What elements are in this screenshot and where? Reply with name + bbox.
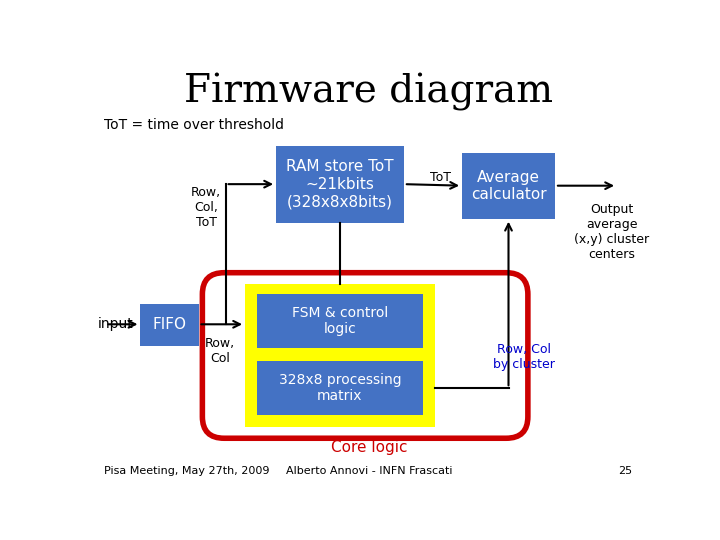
Text: FIFO: FIFO	[153, 317, 186, 332]
Text: ToT: ToT	[430, 172, 451, 185]
Text: Row, Col
by cluster: Row, Col by cluster	[493, 343, 555, 372]
Text: 328x8 processing
matrix: 328x8 processing matrix	[279, 373, 401, 403]
Text: Firmware diagram: Firmware diagram	[184, 73, 554, 111]
Text: RAM store ToT
~21kbits
(328x8x8bits): RAM store ToT ~21kbits (328x8x8bits)	[286, 159, 394, 209]
Text: 25: 25	[618, 467, 632, 476]
Text: input: input	[98, 318, 133, 332]
Bar	[256, 294, 423, 348]
Bar	[256, 361, 423, 415]
Text: FSM & control
logic: FSM & control logic	[292, 306, 388, 336]
Bar	[276, 146, 404, 222]
Bar	[245, 284, 435, 427]
Text: Alberto Annovi - INFN Frascati: Alberto Annovi - INFN Frascati	[286, 467, 452, 476]
Text: Average
calculator: Average calculator	[471, 170, 546, 202]
Text: Pisa Meeting, May 27th, 2009: Pisa Meeting, May 27th, 2009	[104, 467, 269, 476]
Text: Row,
Col: Row, Col	[205, 336, 235, 365]
Text: Output
average
(x,y) cluster
centers: Output average (x,y) cluster centers	[575, 204, 649, 261]
Bar	[462, 153, 555, 219]
Text: Core logic: Core logic	[330, 440, 408, 455]
Bar	[140, 303, 199, 346]
Text: ToT = time over threshold: ToT = time over threshold	[104, 118, 284, 132]
Text: Row,
Col,
ToT: Row, Col, ToT	[192, 186, 221, 229]
